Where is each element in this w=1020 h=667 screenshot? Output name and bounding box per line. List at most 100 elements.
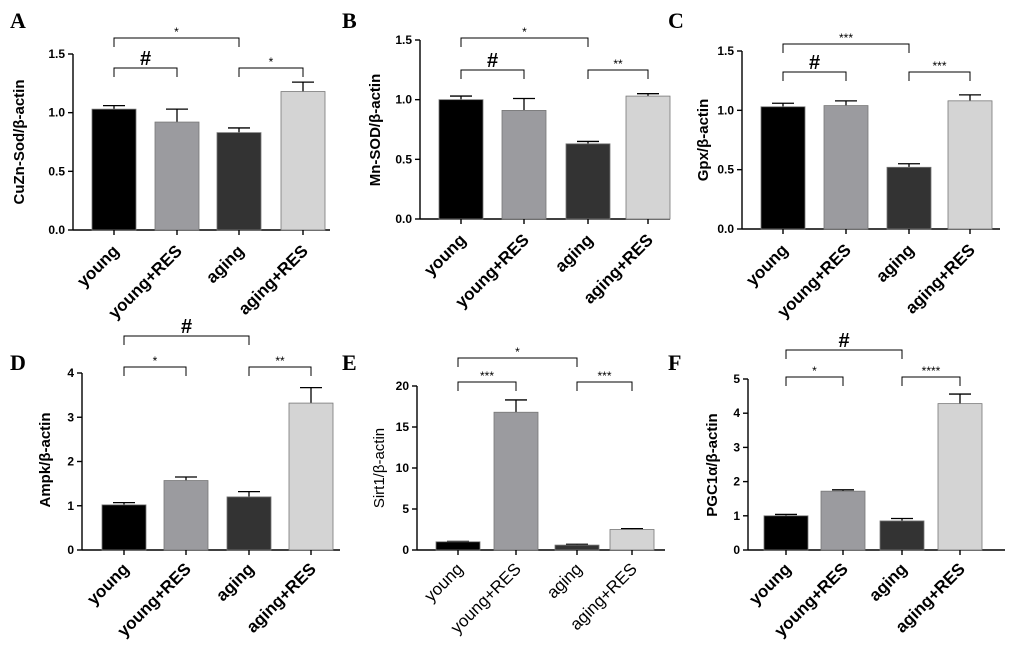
- significance-label: ***: [480, 369, 494, 383]
- panel-letter: B: [342, 8, 357, 33]
- y-tick-label: 1.5: [395, 33, 412, 47]
- y-tick-label: 2: [67, 455, 74, 469]
- significance-label: #: [181, 316, 192, 338]
- bar-aging: [216, 132, 262, 231]
- bar-aging: [554, 544, 600, 551]
- significance-label: *: [153, 354, 158, 368]
- significance-bracket: [782, 71, 847, 81]
- bar-young-plus-res: [823, 105, 869, 230]
- x-category-label: aging: [212, 559, 257, 604]
- y-tick-label: 1.5: [717, 44, 734, 58]
- significance-label: ***: [839, 31, 853, 45]
- y-axis-title: Sirt1/β-actin: [371, 428, 388, 508]
- significance-bracket: [782, 43, 910, 53]
- bar-aging-plus-res: [609, 529, 655, 551]
- y-tick-label: 1.0: [717, 103, 734, 117]
- significance-label: *: [269, 55, 274, 69]
- bar-aging: [879, 520, 925, 551]
- bar-young-plus-res: [154, 121, 200, 231]
- panel-letter: F: [668, 350, 681, 375]
- y-tick-label: 0.0: [717, 222, 734, 236]
- y-tick-label: 0.5: [48, 164, 65, 178]
- y-tick-label: 0.5: [395, 152, 412, 166]
- significance-bracket: [785, 376, 844, 386]
- significance-label: **: [275, 354, 285, 368]
- significance-bracket: [457, 357, 578, 367]
- x-category-label: young: [742, 240, 791, 289]
- x-category-label: young: [745, 559, 794, 608]
- significance-bracket: [457, 381, 517, 391]
- x-category-label: aging+RES: [235, 241, 312, 318]
- significance-bracket: [238, 67, 304, 77]
- significance-label: ***: [597, 369, 611, 383]
- y-tick-label: 3: [67, 410, 74, 424]
- bar-young: [91, 108, 137, 231]
- panel-letter: C: [668, 8, 684, 33]
- bar-young: [760, 106, 806, 230]
- chart-panel-b: BMn-SOD/β-actin0.00.51.01.5youngyoung+RE…: [342, 8, 671, 312]
- x-category-label: aging: [865, 559, 910, 604]
- significance-bracket: [460, 37, 589, 47]
- bar-aging-plus-res: [625, 95, 671, 220]
- significance-label: *: [515, 345, 520, 359]
- significance-label: *: [522, 25, 527, 39]
- y-tick-label: 5: [733, 372, 740, 386]
- y-tick-label: 1.0: [395, 93, 412, 107]
- y-tick-label: 1: [67, 499, 74, 513]
- x-category-label: aging: [202, 241, 247, 286]
- x-category-label: aging: [543, 559, 586, 602]
- significance-label: *: [812, 364, 817, 378]
- significance-label: #: [487, 50, 498, 72]
- significance-bracket: [248, 366, 312, 376]
- chart-panel-a: ACuZn-Sod/β-actin0.00.51.01.5youngyoung+…: [10, 8, 330, 323]
- bar-young-plus-res: [493, 411, 539, 551]
- y-axis-title: Gpx/β-actin: [695, 99, 712, 182]
- y-tick-label: 1.0: [48, 106, 65, 120]
- significance-bracket: [123, 366, 187, 376]
- bar-young: [435, 541, 481, 551]
- y-tick-label: 0.5: [717, 163, 734, 177]
- x-category-label: young: [83, 559, 132, 608]
- significance-bracket: [123, 335, 250, 345]
- significance-label: #: [838, 330, 849, 352]
- bar-young: [101, 504, 147, 551]
- bar-aging-plus-res: [280, 91, 326, 231]
- y-tick-label: 1.5: [48, 47, 65, 61]
- bar-young: [438, 99, 484, 220]
- significance-bracket: [113, 67, 178, 77]
- y-axis-title: PGC1α/β-actin: [704, 413, 721, 516]
- significance-bracket: [785, 349, 903, 359]
- significance-label: *: [174, 25, 179, 39]
- x-category-label: young: [73, 241, 122, 290]
- bar-aging-plus-res: [937, 403, 983, 551]
- significance-bracket: [587, 69, 649, 79]
- bar-young-plus-res: [163, 480, 209, 551]
- x-category-label: young: [420, 230, 469, 279]
- significance-bracket: [113, 37, 240, 47]
- bar-young-plus-res: [501, 110, 547, 220]
- bar-young: [763, 515, 809, 551]
- bar-aging: [226, 496, 272, 551]
- y-axis-title: Mn-SOD/β-actin: [367, 74, 384, 187]
- significance-bracket: [908, 71, 971, 81]
- y-tick-label: 2: [733, 475, 740, 489]
- y-axis-title: Ampk/β-actin: [37, 412, 54, 507]
- significance-bracket: [901, 376, 961, 386]
- y-tick-label: 0: [733, 543, 740, 557]
- significance-label: ****: [922, 364, 941, 378]
- y-tick-label: 5: [402, 502, 409, 516]
- panel-letter: A: [10, 8, 26, 33]
- y-tick-label: 0.0: [395, 212, 412, 226]
- x-category-label: aging: [551, 230, 596, 275]
- x-category-label: aging: [872, 240, 917, 285]
- y-tick-label: 20: [396, 379, 410, 393]
- bar-aging: [886, 166, 932, 230]
- significance-label: #: [140, 48, 151, 70]
- y-tick-label: 4: [67, 366, 74, 380]
- significance-label: #: [809, 52, 820, 74]
- significance-label: ***: [932, 59, 946, 73]
